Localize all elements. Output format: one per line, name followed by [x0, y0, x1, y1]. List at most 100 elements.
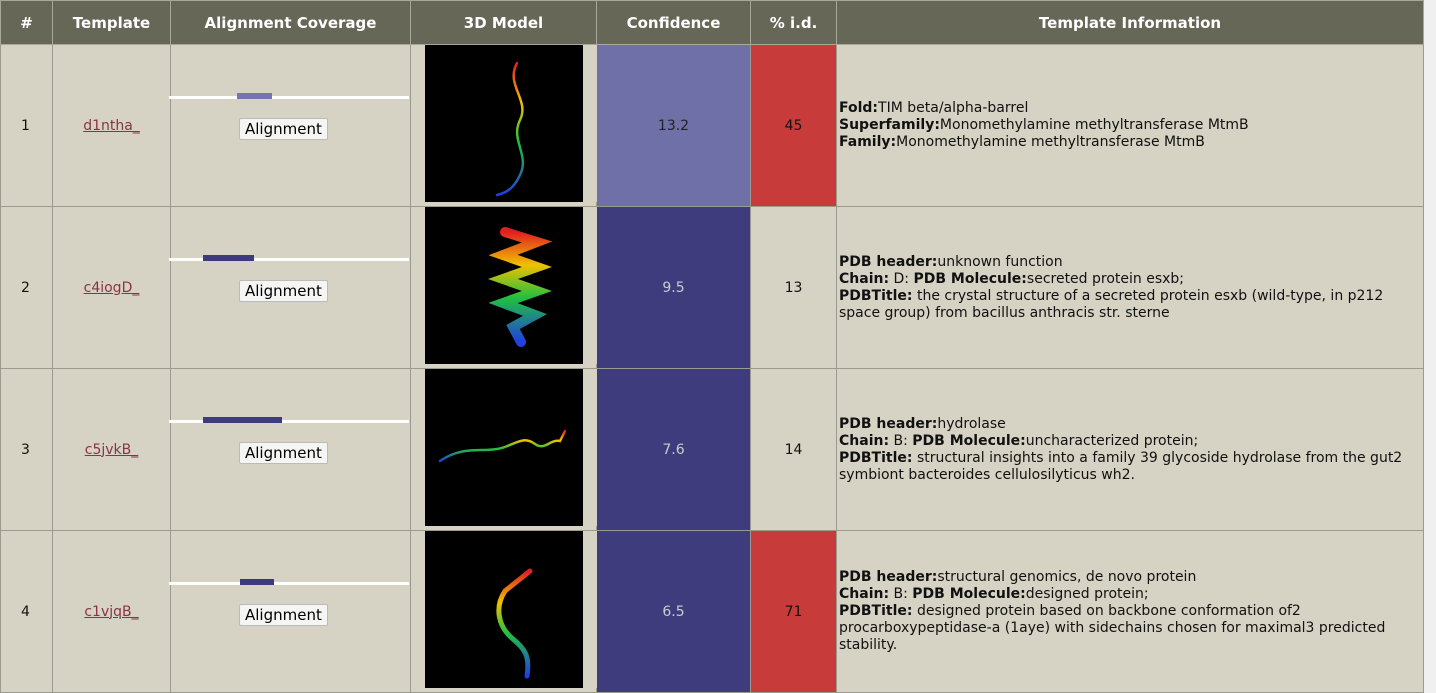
coverage: Alignment: [171, 96, 410, 156]
info-text: structural genomics, de novo protein: [937, 569, 1196, 585]
info-label: PDB Molecule:: [912, 586, 1025, 602]
model-image: [411, 45, 597, 202]
column-header: Template: [53, 1, 171, 45]
info-label: Fold:: [839, 100, 878, 116]
template-link[interactable]: c4iogD_: [84, 280, 140, 296]
info-text: hydrolase: [937, 416, 1005, 432]
info-label: PDBTitle:: [839, 603, 913, 619]
coverage-line: [169, 420, 409, 423]
coverage-cell: Alignment: [171, 369, 411, 531]
info-text: designed protein;: [1026, 586, 1149, 602]
column-header: #: [1, 1, 53, 45]
row-number: 4: [1, 531, 53, 693]
info-text: uncharacterized protein;: [1026, 433, 1198, 449]
info-line: Chain: B: PDB Molecule:uncharacterized p…: [839, 433, 1421, 450]
info-line: Fold:TIM beta/alpha-barrel: [839, 100, 1421, 117]
coverage-bar: [240, 579, 274, 585]
column-header: 3D Model: [411, 1, 597, 45]
alignment-button[interactable]: Alignment: [239, 280, 328, 302]
template-cell: c1vjqB_: [53, 531, 171, 693]
coverage: Alignment: [171, 582, 410, 642]
row-number: 2: [1, 207, 53, 369]
coverage-line: [169, 258, 409, 261]
info-line: PDB header:hydrolase: [839, 416, 1421, 433]
info-line: PDBTitle: the crystal structure of a sec…: [839, 288, 1421, 322]
info-line: Family:Monomethylamine methyltransferase…: [839, 134, 1421, 151]
info-label: Superfamily:: [839, 117, 940, 133]
results-table: #TemplateAlignment Coverage3D ModelConfi…: [0, 0, 1424, 693]
info-text: the crystal structure of a secreted prot…: [839, 288, 1383, 321]
coverage: Alignment: [171, 258, 410, 318]
info-label: Chain:: [839, 586, 889, 602]
template-link[interactable]: c1vjqB_: [84, 604, 138, 620]
info-text: designed protein based on backbone confo…: [839, 603, 1385, 653]
info-text: Monomethylamine methyltransferase MtmB: [896, 134, 1205, 150]
info-text: Monomethylamine methyltransferase MtmB: [940, 117, 1249, 133]
confidence: 9.5: [597, 207, 751, 369]
identity: 71: [751, 531, 837, 693]
template-cell: c4iogD_: [53, 207, 171, 369]
coverage-bar: [237, 93, 272, 99]
model-cell: [411, 207, 597, 369]
coverage-cell: Alignment: [171, 531, 411, 693]
info-label: PDBTitle:: [839, 450, 913, 466]
info-line: PDB header:unknown function: [839, 254, 1421, 271]
info-text: structural insights into a family 39 gly…: [839, 450, 1402, 483]
template-cell: c5jvkB_: [53, 369, 171, 531]
model-image: [411, 207, 597, 364]
info-line: Chain: B: PDB Molecule:designed protein;: [839, 586, 1421, 603]
info-label: PDB header:: [839, 254, 937, 270]
column-header: % i.d.: [751, 1, 837, 45]
identity: 14: [751, 369, 837, 531]
model-image: [411, 369, 597, 526]
model-cell: [411, 369, 597, 531]
template-link[interactable]: c5jvkB_: [85, 442, 139, 458]
alignment-button[interactable]: Alignment: [239, 442, 328, 464]
info-line: Chain: D: PDB Molecule:secreted protein …: [839, 271, 1421, 288]
info-label: PDB Molecule:: [913, 271, 1026, 287]
template-info: PDB header:structural genomics, de novo …: [837, 531, 1424, 693]
model-cell: [411, 531, 597, 693]
info-text: B:: [889, 433, 912, 449]
row-number: 3: [1, 369, 53, 531]
info-line: PDB header:structural genomics, de novo …: [839, 569, 1421, 586]
model-image: [411, 531, 597, 688]
alignment-button[interactable]: Alignment: [239, 118, 328, 140]
coverage-cell: Alignment: [171, 45, 411, 207]
confidence: 6.5: [597, 531, 751, 693]
info-label: Chain:: [839, 433, 889, 449]
row-number: 1: [1, 45, 53, 207]
info-line: PDBTitle: designed protein based on back…: [839, 603, 1421, 654]
column-header: Alignment Coverage: [171, 1, 411, 45]
info-text: unknown function: [937, 254, 1062, 270]
info-label: PDB Molecule:: [912, 433, 1025, 449]
identity: 13: [751, 207, 837, 369]
template-link[interactable]: d1ntha_: [83, 118, 140, 134]
info-label: Family:: [839, 134, 896, 150]
coverage-bar: [203, 255, 254, 261]
info-text: secreted protein esxb;: [1027, 271, 1184, 287]
coverage-bar: [203, 417, 282, 423]
column-header: Confidence: [597, 1, 751, 45]
confidence: 13.2: [597, 45, 751, 207]
info-label: PDB header:: [839, 569, 937, 585]
column-header: Template Information: [837, 1, 1424, 45]
info-label: PDBTitle:: [839, 288, 913, 304]
template-cell: d1ntha_: [53, 45, 171, 207]
info-label: Chain:: [839, 271, 889, 287]
coverage-line: [169, 582, 409, 585]
info-line: PDBTitle: structural insights into a fam…: [839, 450, 1421, 484]
identity: 45: [751, 45, 837, 207]
coverage: Alignment: [171, 420, 410, 480]
info-text: D:: [889, 271, 913, 287]
alignment-button[interactable]: Alignment: [239, 604, 328, 626]
model-cell: [411, 45, 597, 207]
